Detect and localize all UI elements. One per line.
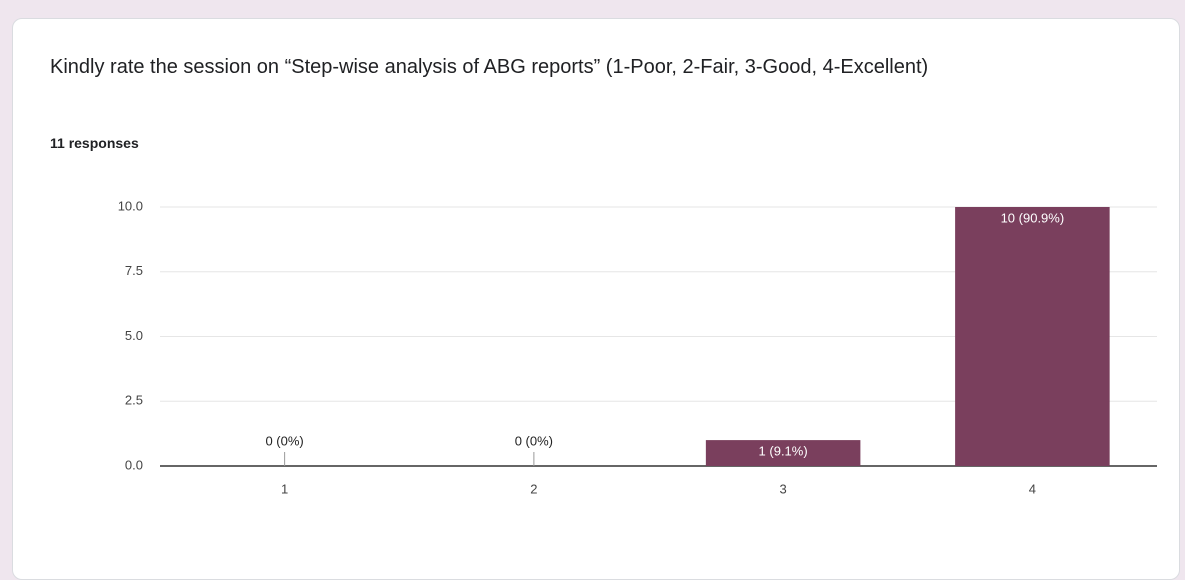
value-label: 10 (90.9%) (1001, 210, 1065, 225)
response-count: 11 responses (50, 135, 139, 151)
value-label: 1 (9.1%) (759, 444, 808, 459)
chart: 0.0 2.5 5.0 7.5 10.0 1 0 (0%) 2 0 (0%) 3 1 (9.1%) 4… (118, 198, 1157, 496)
y-tick-label: 7.5 (125, 263, 143, 278)
x-tick-label: 4 (1029, 481, 1036, 496)
x-tick-label: 1 (281, 481, 288, 496)
value-label: 0 (0%) (265, 433, 303, 448)
y-tick-label: 2.5 (125, 393, 143, 408)
page: Kindly rate the session on “Step-wise an… (12, 18, 1180, 580)
y-tick-label: 0.0 (125, 457, 143, 472)
x-tick-label: 3 (780, 481, 787, 496)
bar (955, 207, 1110, 466)
y-tick-label: 10.0 (118, 198, 143, 213)
x-tick-label: 2 (530, 481, 537, 496)
y-tick-label: 5.0 (125, 328, 143, 343)
bar (705, 440, 861, 466)
chart-title: Kindly rate the session on “Step-wise an… (50, 56, 929, 78)
value-label: 0 (0%) (515, 433, 553, 448)
